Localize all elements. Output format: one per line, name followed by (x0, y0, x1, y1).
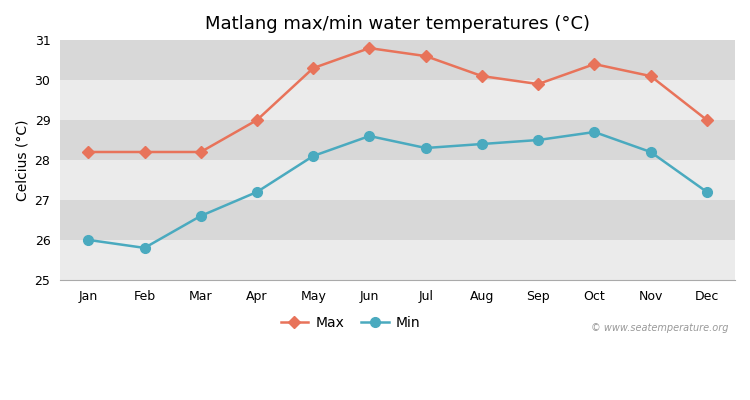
Bar (60, 80, 735, 120)
Min (646, 150, 656, 154)
Bar (60, 120, 735, 160)
Max (365, 46, 374, 50)
Min (253, 190, 262, 194)
Min (478, 142, 487, 146)
Title: Matlang max/min water temperatures (°C): Matlang max/min water temperatures (°C) (205, 15, 590, 33)
Min (703, 190, 712, 194)
Min (534, 138, 543, 142)
Max (253, 118, 262, 122)
Min (84, 238, 93, 242)
Min (590, 130, 599, 134)
Min (196, 214, 206, 218)
Min (140, 246, 149, 250)
Line: Max: Max (84, 44, 711, 156)
Max (196, 150, 206, 154)
Max (140, 150, 149, 154)
Max (534, 82, 543, 86)
Y-axis label: Celcius (°C): Celcius (°C) (15, 119, 29, 201)
Min (365, 134, 374, 138)
Max (422, 54, 430, 58)
Bar (60, 160, 735, 200)
Bar (60, 200, 735, 240)
Bar (60, 40, 735, 80)
Max (703, 118, 712, 122)
Max (590, 62, 599, 66)
Min (422, 146, 430, 150)
Bar (60, 240, 735, 280)
Max (478, 74, 487, 78)
Legend: Max, Min: Max, Min (275, 310, 426, 335)
Line: Min: Min (83, 127, 712, 253)
Max (84, 150, 93, 154)
Max (309, 66, 318, 70)
Text: © www.seatemperature.org: © www.seatemperature.org (591, 323, 728, 333)
Max (646, 74, 656, 78)
Min (309, 154, 318, 158)
